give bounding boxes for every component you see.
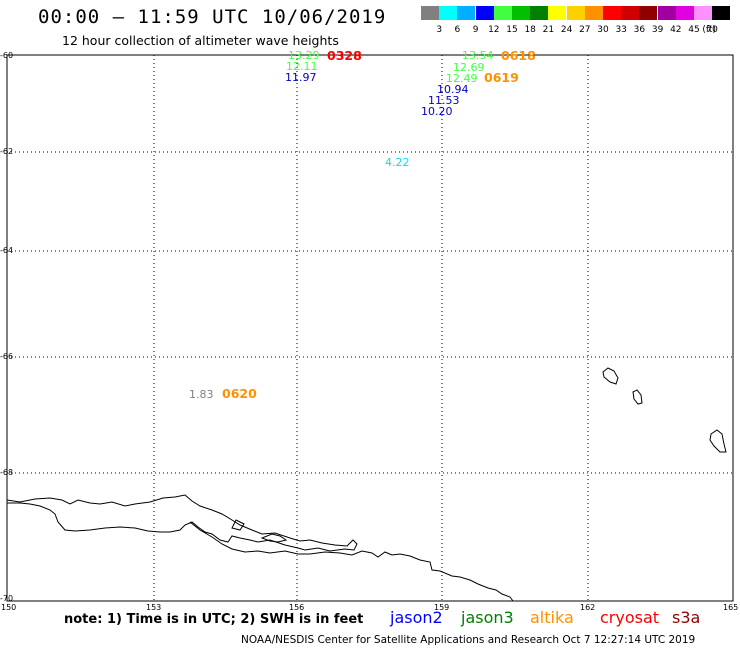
satellite-s3a: s3a [672,608,701,627]
longitude-gridlines [153,55,589,601]
legend-label: 6 [454,25,461,35]
swh-observation: 11.97 [285,71,317,84]
legend-swatch [439,6,458,20]
legend-swatch [548,6,567,20]
pass-time-label: 0619 [484,70,519,85]
legend-swatch [493,6,512,20]
legend-label: 42 [670,25,682,35]
footer-note: note: 1) Time is in UTC; 2) SWH is in fe… [64,612,364,627]
lat-tick-64: -64 [0,246,14,255]
legend-swatch [639,6,658,20]
lat-tick-62: -62 [0,147,14,156]
legend-label: 70 [706,25,718,35]
swh-observation: 4.22 [385,156,410,169]
swh-observation: 1.83 [189,388,214,401]
lon-tick-153: 153 [146,603,162,612]
island-2 [632,389,643,405]
legend-swatch [657,6,676,20]
legend-label: 3 [436,25,443,35]
swh-observation: 11.53 [428,94,460,107]
map-frame [6,54,734,602]
legend-label: 24 [560,25,573,35]
legend-swatch [675,6,694,20]
satellite-altika: altika [530,608,574,627]
satellite-cryosat: cryosat [600,608,660,627]
pass-time-label: 0328 [327,48,362,63]
legend-label: 21 [542,25,555,35]
legend-unit: (ft) [702,25,716,35]
legend-swatch [621,6,640,20]
map-subtitle: 12 hour collection of altimeter wave hei… [62,33,339,48]
lon-tick-156: 156 [289,603,305,612]
legend-swatch [694,6,712,20]
legend-swatch [566,6,585,20]
swh-observation: 10.20 [421,105,453,118]
legend-label: 27 [579,25,591,35]
legend-label: 45 [688,25,700,35]
legend-label: 18 [524,25,536,35]
antarctic-coastline [6,494,514,602]
latitude-gridlines [7,151,733,474]
lat-tick-70: -70 [0,594,14,603]
legend-swatch [603,6,621,20]
legend-swatch [584,6,603,20]
lat-tick-60: -60 [0,51,14,60]
legend-swatch [421,6,439,20]
legend-label: 9 [472,25,479,35]
lon-tick-162: 162 [580,603,596,612]
lat-tick-68: -68 [0,468,14,477]
swh-observation: 13.29 [288,49,320,62]
lon-tick-159: 159 [434,603,450,612]
pass-time-label: 0620 [222,386,257,401]
legend-swatch [530,6,549,20]
legend-swatch [475,6,494,20]
lon-tick-165: 165 [723,603,739,612]
legend-label: 39 [651,25,664,35]
island-3 [709,429,727,453]
swh-observation: 10.94 [437,83,469,96]
legend-swatch [457,6,476,20]
swh-observation: 12.49 [446,72,478,85]
legend-label: 15 [506,25,518,35]
legend-swatch [512,6,530,20]
legend-label: 33 [615,25,627,35]
legend-label: 36 [633,25,646,35]
legend-label: 12 [488,25,500,35]
legend-label: 30 [597,25,609,35]
coastline-inlet [231,519,288,543]
swh-observation: 12.69 [453,61,485,74]
swh-observation: 12.11 [286,60,318,73]
swh-observation: 13.54 [462,49,494,62]
legend-swatch [712,6,731,20]
lat-tick-66: -66 [0,352,14,361]
map-title: 00:00 – 11:59 UTC 10/06/2019 [38,6,387,28]
satellite-jason3: jason3 [461,608,514,627]
island-1 [602,367,619,385]
satellite-jason2: jason2 [390,608,443,627]
lon-tick-150: 150 [1,603,17,612]
credit-line: NOAA/NESDIS Center for Satellite Applica… [241,634,696,646]
pass-time-label: 0618 [501,48,536,63]
